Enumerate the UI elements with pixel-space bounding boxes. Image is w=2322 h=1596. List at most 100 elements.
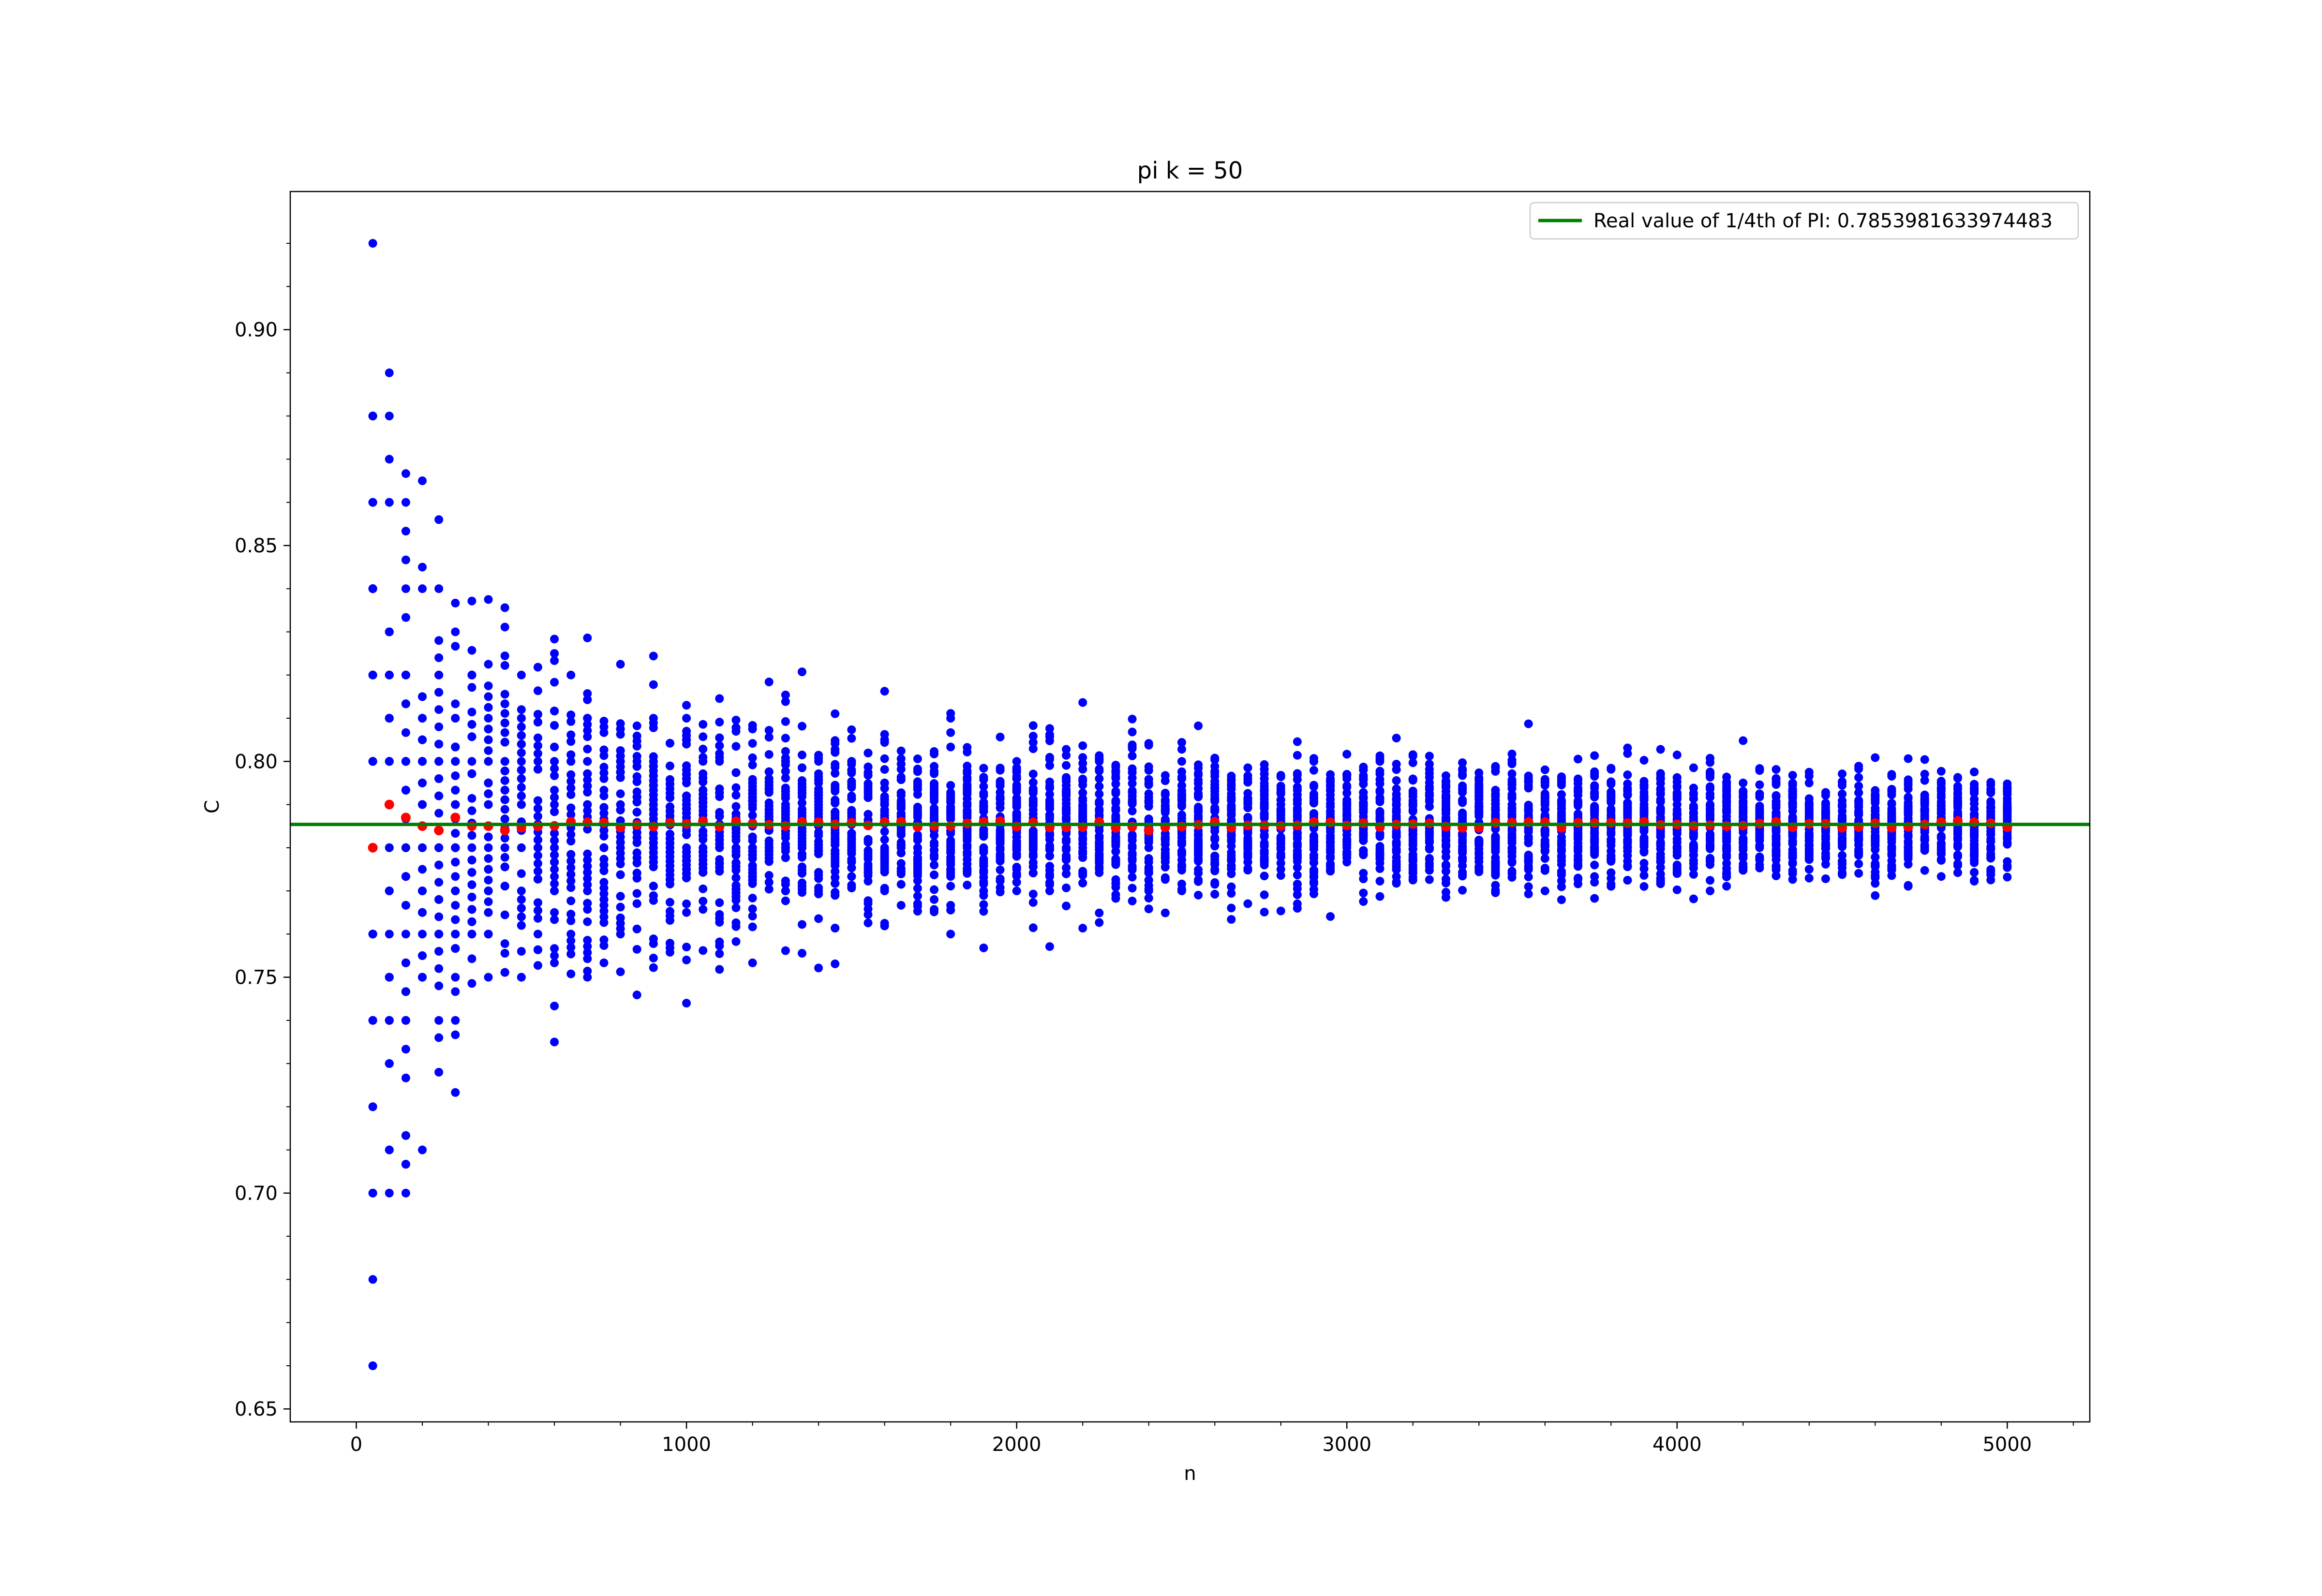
trial-point — [566, 876, 576, 886]
trial-point — [1293, 871, 1302, 880]
trial-point — [1672, 842, 1682, 851]
trial-point — [566, 916, 576, 925]
trial-point — [1474, 795, 1484, 804]
trial-point — [550, 800, 559, 809]
trial-point — [1821, 844, 1830, 853]
trial-point — [979, 764, 988, 773]
trial-point — [418, 584, 427, 593]
trial-point — [1293, 737, 1302, 746]
trial-point — [1871, 853, 1880, 862]
trial-point — [1507, 790, 1517, 799]
trial-point — [1095, 782, 1104, 791]
trial-point — [599, 763, 609, 772]
trial-point — [880, 795, 889, 804]
trial-point — [1128, 896, 1137, 905]
trial-point — [616, 930, 625, 939]
trial-point — [1309, 782, 1318, 791]
trial-point — [963, 855, 972, 864]
trial-point — [1607, 807, 1616, 816]
trial-point — [1227, 915, 1236, 924]
trial-point — [1474, 809, 1484, 818]
trial-point — [451, 915, 460, 924]
trial-point — [1062, 883, 1071, 892]
trial-point — [1574, 835, 1583, 844]
trial-point — [401, 469, 410, 478]
trial-point — [1194, 792, 1203, 801]
trial-point — [797, 948, 806, 958]
trial-point — [517, 869, 526, 878]
trial-point — [715, 859, 724, 868]
trial-point — [649, 838, 658, 847]
trial-point — [715, 718, 724, 727]
trial-point — [1986, 830, 1995, 839]
trial-point — [484, 714, 493, 723]
trial-point — [500, 853, 509, 862]
trial-point — [401, 930, 410, 939]
trial-point — [1574, 801, 1583, 810]
trial-point — [1656, 807, 1665, 816]
trial-point — [434, 930, 444, 939]
trial-point — [467, 757, 476, 766]
trial-point — [517, 921, 526, 930]
trial-point — [797, 885, 806, 894]
trial-point — [814, 831, 823, 840]
trial-point — [1111, 890, 1120, 899]
trial-point — [632, 945, 641, 954]
trial-point — [1028, 862, 1038, 871]
trial-point — [1293, 899, 1302, 908]
trial-point — [1491, 789, 1500, 798]
trial-point — [781, 773, 790, 783]
trial-point — [1607, 841, 1616, 850]
trial-point — [1755, 863, 1764, 872]
trial-point — [1260, 907, 1269, 916]
trial-point — [583, 689, 592, 698]
trial-point — [781, 946, 790, 955]
trial-point — [500, 882, 509, 891]
trial-point — [715, 792, 724, 801]
trial-point — [401, 872, 410, 881]
trial-point — [401, 1073, 410, 1082]
trial-point — [831, 786, 840, 796]
trial-point — [1012, 785, 1021, 794]
trial-point — [930, 853, 939, 862]
trial-point — [632, 869, 641, 878]
trial-point — [533, 709, 542, 719]
trial-point — [1672, 773, 1682, 782]
trial-point — [1309, 869, 1318, 878]
trial-point — [1804, 807, 1814, 816]
trial-point — [517, 766, 526, 775]
trial-point — [682, 701, 691, 710]
trial-point — [599, 716, 609, 725]
trial-point — [1920, 844, 1929, 853]
trial-point — [500, 709, 509, 718]
trial-point — [682, 735, 691, 744]
trial-point — [1953, 851, 1962, 860]
trial-point — [715, 941, 724, 950]
trial-point — [632, 721, 641, 730]
trial-point — [1045, 813, 1054, 822]
trial-point — [963, 801, 972, 810]
trial-point — [484, 757, 493, 766]
trial-point — [764, 805, 774, 814]
trial-point — [583, 788, 592, 797]
trial-point — [682, 943, 691, 952]
trial-point — [401, 958, 410, 967]
trial-point — [1045, 887, 1054, 896]
trial-point — [566, 717, 576, 726]
trial-point — [467, 646, 476, 655]
trial-point — [682, 809, 691, 818]
trial-point — [1854, 837, 1863, 846]
trial-point — [814, 769, 823, 778]
trial-point — [1425, 875, 1434, 884]
trial-point — [451, 800, 460, 809]
trial-point — [1177, 745, 1186, 754]
trial-point — [1491, 853, 1500, 862]
trial-point — [1574, 879, 1583, 888]
trial-point — [500, 862, 509, 872]
trial-point — [550, 764, 559, 773]
trial-point — [1755, 789, 1764, 798]
trial-point — [467, 892, 476, 901]
trial-point — [1392, 806, 1401, 815]
trial-point — [1904, 882, 1913, 891]
trial-point — [781, 747, 790, 756]
